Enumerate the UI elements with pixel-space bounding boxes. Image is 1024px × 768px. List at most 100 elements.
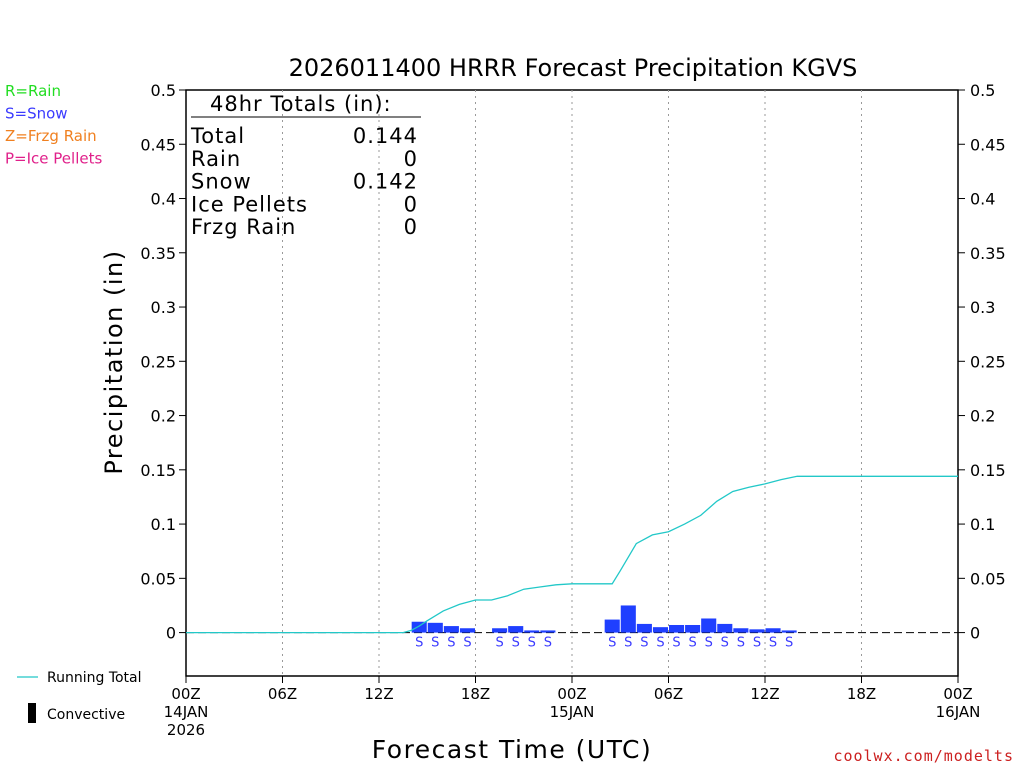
precip-bar xyxy=(781,630,797,633)
x-tick-label: 06Z xyxy=(654,685,683,703)
running-total-legend-label: Running Total xyxy=(47,670,142,686)
precip-type-marker: S xyxy=(447,636,455,651)
precip-type-marker: S xyxy=(769,636,777,651)
precip-type-legend: R=Rain S=Snow Z=Frzg Rain P=Ice Pellets xyxy=(5,82,102,168)
totals-row-label: Ice Pellets xyxy=(191,192,308,216)
y-tick-label-right: 0.3 xyxy=(970,298,995,317)
precip-type-marker: S xyxy=(544,636,552,651)
y-tick-label-left: 0.2 xyxy=(151,407,176,426)
y-tick-label-right: 0.45 xyxy=(970,135,1006,154)
precip-bar xyxy=(620,605,636,633)
precip-bar xyxy=(717,623,733,633)
running-total-line xyxy=(186,475,958,634)
precip-type-marker: S xyxy=(624,636,632,651)
precip-type-marker: S xyxy=(785,636,793,651)
precip-bar xyxy=(669,624,685,633)
precip-type-marker: S xyxy=(705,636,713,651)
convective-legend-swatch xyxy=(28,703,36,723)
totals-box: 48hr Totals (in): Total 0.144 Rain 0 Snow 0.1… xyxy=(190,92,421,239)
precip-type-marker: S xyxy=(512,636,520,651)
hourly-bars xyxy=(411,605,797,633)
precip-bar xyxy=(411,621,427,633)
grid-lines xyxy=(186,90,958,676)
precip-bar xyxy=(524,630,540,633)
y-tick-label-right: 0 xyxy=(970,624,980,643)
x-tick-label: 18Z xyxy=(847,685,876,703)
precip-type-legend-item: Z=Frzg Rain xyxy=(5,127,97,145)
precip-type-marker: S xyxy=(528,636,536,651)
y-tick-label-right: 0.5 xyxy=(970,81,995,100)
y-tick-label-right: 0.1 xyxy=(970,515,995,534)
x-tick-label: 12Z xyxy=(364,685,393,703)
precip-bar xyxy=(459,628,475,633)
precip-type-marker: S xyxy=(495,636,503,651)
precip-bar xyxy=(652,627,668,633)
precip-type-legend-item: P=Ice Pellets xyxy=(5,150,102,168)
precip-bar xyxy=(604,619,620,633)
y-tick-label-right: 0.4 xyxy=(970,190,995,209)
running-total-series xyxy=(186,475,958,634)
y-tick-label-left: 0.35 xyxy=(140,244,176,263)
precip-bar xyxy=(492,628,508,633)
y-tick-label-right: 0.25 xyxy=(970,352,1006,371)
series-legend: Running Total Convective xyxy=(17,670,142,723)
precip-bar xyxy=(427,622,443,633)
totals-row-label: Total xyxy=(190,124,245,148)
precip-bar xyxy=(540,630,556,633)
y-axis-left: 0 0.05 0.1 0.15 0.2 0.25 0.3 0.35 0.4 0.45 0.5 xyxy=(140,81,186,643)
y-tick-label-left: 0 xyxy=(166,624,176,643)
y-tick-label-left: 0.05 xyxy=(140,569,176,588)
x-tick-label: 00Z xyxy=(171,685,200,703)
precip-type-marker: S xyxy=(463,636,471,651)
x-axis-label: Forecast Time (UTC) xyxy=(372,735,652,764)
y-tick-label-left: 0.25 xyxy=(140,352,176,371)
y-tick-label-left: 0.15 xyxy=(140,461,176,480)
convective-legend-label: Convective xyxy=(47,707,125,723)
precip-bar xyxy=(765,628,781,633)
y-tick-label-right: 0.35 xyxy=(970,244,1006,263)
precip-type-marker: S xyxy=(608,636,616,651)
y-tick-label-right: 0.2 xyxy=(970,407,995,426)
y-tick-label-left: 0.3 xyxy=(151,298,176,317)
y-tick-label-left: 0.1 xyxy=(151,515,176,534)
totals-row-value: 0 xyxy=(404,147,418,171)
precip-bar xyxy=(733,628,749,633)
precip-type-marker: S xyxy=(431,636,439,651)
y-tick-label-left: 0.4 xyxy=(151,190,176,209)
precip-type-marker: S xyxy=(640,636,648,651)
totals-row-label: Snow xyxy=(191,170,252,194)
x-tick-label: 00Z xyxy=(557,685,586,703)
precip-type-marker: S xyxy=(415,636,423,651)
x-tick-label: 16JAN xyxy=(936,703,981,721)
y-axis-right: 0 0.05 0.1 0.15 0.2 0.25 0.3 0.35 0.4 0.45 0.5 xyxy=(958,81,1006,643)
y-axis-label: Precipitation (in) xyxy=(100,249,128,474)
credit-text: coolwx.com/modelts xyxy=(833,747,1014,765)
y-tick-label-left: 0.45 xyxy=(140,135,176,154)
precip-bar xyxy=(701,618,717,633)
precip-bar xyxy=(636,623,652,633)
x-tick-label: 14JAN xyxy=(164,703,209,721)
precip-type-marker: S xyxy=(688,636,696,651)
totals-row-label: Rain xyxy=(191,147,241,171)
x-tick-label: 00Z xyxy=(943,685,972,703)
y-tick-label-right: 0.15 xyxy=(970,461,1006,480)
x-tick-label: 15JAN xyxy=(550,703,595,721)
precip-bar xyxy=(508,626,524,633)
precip-bar xyxy=(749,629,765,633)
precip-type-legend-item: R=Rain xyxy=(5,82,61,100)
x-tick-label: 18Z xyxy=(461,685,490,703)
y-tick-label-left: 0.5 xyxy=(151,81,176,100)
chart-title: 2026011400 HRRR Forecast Precipitation K… xyxy=(289,54,858,82)
x-tick-label: 12Z xyxy=(750,685,779,703)
precip-type-marker: S xyxy=(672,636,680,651)
y-tick-label-right: 0.05 xyxy=(970,569,1006,588)
totals-row-value: 0.144 xyxy=(353,124,418,148)
precip-type-marker: S xyxy=(721,636,729,651)
precip-type-legend-item: S=Snow xyxy=(5,105,68,123)
precip-type-marker: S xyxy=(753,636,761,651)
precip-type-marker: S xyxy=(656,636,664,651)
precip-bar xyxy=(443,626,459,633)
totals-row-value: 0.142 xyxy=(353,170,418,194)
